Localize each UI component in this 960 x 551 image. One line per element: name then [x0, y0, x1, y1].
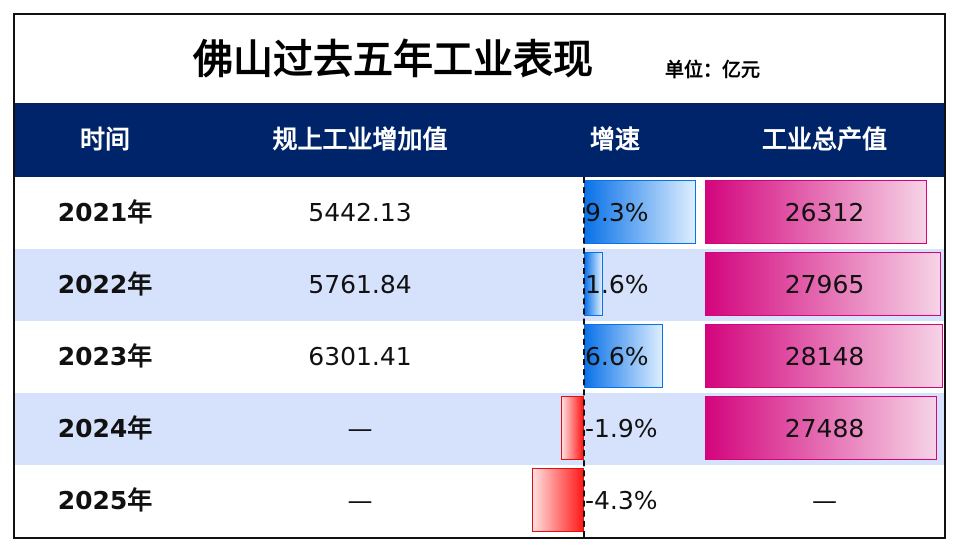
output-label: — [812, 486, 837, 515]
header-time: 时间 [79, 125, 130, 154]
growth-label: 6.6% [585, 342, 649, 371]
title-row: 佛山过去五年工业表现 单位：亿元 [15, 15, 944, 105]
year-cell: 2025年 [57, 486, 153, 515]
table-row: 2023年 6301.41 6.6% 28148 [15, 321, 944, 393]
header-output: 工业总产值 [761, 125, 887, 154]
year-cell: 2021年 [57, 198, 153, 227]
chart-title: 佛山过去五年工业表现 [193, 37, 593, 83]
growth-label: -4.3% [585, 486, 658, 515]
value-added-cell: 5761.84 [308, 270, 412, 299]
growth-label: 9.3% [585, 198, 649, 227]
value-added-cell: 6301.41 [308, 342, 412, 371]
growth-bar [561, 396, 584, 460]
year-cell: 2023年 [57, 342, 153, 371]
table-row: 2022年 5761.84 1.6% 27965 [15, 249, 944, 321]
growth-label: 1.6% [585, 270, 649, 299]
table-row: 2024年 — -1.9% 27488 [15, 393, 944, 465]
growth-zero-axis [583, 177, 585, 537]
header-growth: 增速 [589, 125, 640, 154]
growth-label: -1.9% [585, 414, 658, 443]
chart-frame: 佛山过去五年工业表现 单位：亿元 时间 规上工业增加值 增速 工业总产值 202… [13, 13, 946, 539]
output-label: 27965 [784, 270, 865, 299]
growth-bar [532, 468, 584, 532]
table-row: 2021年 5442.13 9.3% 26312 [15, 177, 944, 249]
growth-bar [584, 324, 664, 388]
output-bar [705, 180, 928, 244]
output-label: 28148 [784, 342, 865, 371]
table-row: 2025年 — -4.3% — [15, 465, 944, 537]
value-added-cell: 5442.13 [308, 198, 412, 227]
output-label: 26312 [784, 198, 865, 227]
output-label: 27488 [784, 414, 865, 443]
year-cell: 2024年 [57, 414, 153, 443]
header-value-added: 规上工业增加值 [272, 125, 448, 154]
year-cell: 2022年 [57, 270, 153, 299]
output-bar [705, 252, 942, 316]
output-bar [705, 324, 943, 388]
value-added-cell: — [347, 414, 373, 443]
output-bar [705, 396, 938, 460]
unit-label: 单位：亿元 [665, 59, 761, 81]
table-header: 时间 规上工业增加值 增速 工业总产值 [15, 103, 944, 177]
value-added-cell: — [347, 486, 373, 515]
